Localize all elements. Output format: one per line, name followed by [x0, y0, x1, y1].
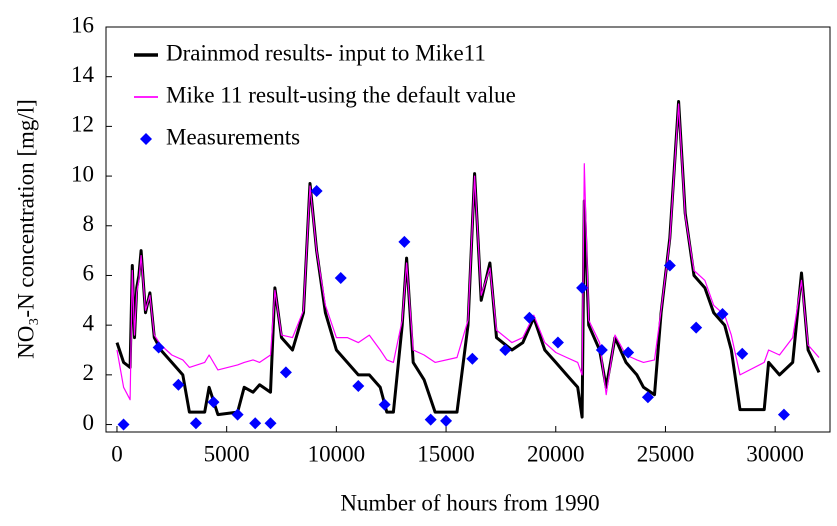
- measurement-point: [352, 380, 365, 393]
- y-tick-label: 2: [83, 360, 95, 385]
- x-tick-label: 30000: [746, 441, 804, 466]
- series-line: [116, 103, 820, 401]
- measurement-point: [736, 347, 749, 360]
- measurement-point: [466, 352, 479, 365]
- y-axis-label: NO₃-N concentration [mg/l]: [13, 99, 38, 359]
- measurement-point: [424, 413, 437, 426]
- y-tick-label: 12: [71, 112, 94, 137]
- y-tick-label: 14: [71, 62, 95, 87]
- measurement-point: [499, 344, 512, 357]
- y-tick-label: 16: [71, 12, 94, 37]
- x-tick-label: 15000: [417, 441, 475, 466]
- measurement-point: [576, 281, 589, 294]
- x-tick-label: 25000: [637, 441, 695, 466]
- y-tick-label: 10: [71, 161, 94, 186]
- x-axis-label: Number of hours from 1990: [340, 490, 599, 515]
- measurement-point: [334, 271, 347, 284]
- legend-label: Drainmod results- input to Mike11: [166, 40, 486, 65]
- y-tick-label: 6: [83, 261, 95, 286]
- legend-label: Mike 11 result-using the default value: [166, 82, 516, 107]
- measurement-point: [152, 341, 165, 354]
- measurement-point: [551, 336, 564, 349]
- measurement-point: [716, 307, 729, 320]
- measurement-point: [595, 344, 608, 357]
- y-tick-label: 8: [83, 211, 95, 236]
- x-tick-label: 0: [111, 441, 123, 466]
- measurement-point: [523, 311, 536, 324]
- x-tick-label: 10000: [308, 441, 366, 466]
- measurement-point: [117, 418, 130, 431]
- measurement-point: [622, 346, 635, 359]
- measurement-point: [440, 414, 453, 427]
- legend-label: Measurements: [166, 124, 300, 149]
- measurement-point: [663, 259, 676, 272]
- x-tick-label: 20000: [527, 441, 585, 466]
- measurement-point: [279, 366, 292, 379]
- plot-frame: [105, 26, 831, 433]
- measurement-point: [189, 417, 202, 430]
- y-tick-label: 0: [83, 410, 95, 435]
- measurement-point: [207, 396, 220, 409]
- measurement-point: [398, 235, 411, 248]
- measurement-point: [249, 417, 262, 430]
- measurement-point: [172, 378, 185, 391]
- measurement-point: [310, 184, 323, 197]
- measurement-point: [690, 321, 703, 334]
- measurement-point: [378, 398, 391, 411]
- measurement-point: [641, 391, 654, 404]
- measurement-point: [231, 408, 244, 421]
- y-tick-label: 4: [83, 310, 95, 335]
- x-tick-label: 5000: [204, 441, 250, 466]
- legend-marker: [140, 133, 152, 145]
- measurement-point: [777, 408, 790, 421]
- measurement-point: [264, 417, 277, 430]
